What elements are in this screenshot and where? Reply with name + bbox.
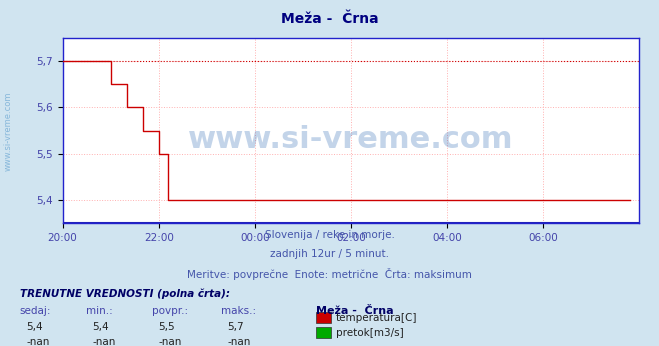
Text: pretok[m3/s]: pretok[m3/s] xyxy=(336,328,404,338)
Text: Meža -  Črna: Meža - Črna xyxy=(316,306,394,316)
Text: -nan: -nan xyxy=(158,337,181,346)
Text: 5,4: 5,4 xyxy=(26,322,43,333)
Text: zadnjih 12ur / 5 minut.: zadnjih 12ur / 5 minut. xyxy=(270,249,389,259)
Text: temperatura[C]: temperatura[C] xyxy=(336,313,418,323)
Text: -nan: -nan xyxy=(227,337,250,346)
Text: sedaj:: sedaj: xyxy=(20,306,51,316)
Text: 5,4: 5,4 xyxy=(92,322,109,333)
Text: maks.:: maks.: xyxy=(221,306,256,316)
Text: Slovenija / reke in morje.: Slovenija / reke in morje. xyxy=(264,230,395,240)
Text: Meža -  Črna: Meža - Črna xyxy=(281,12,378,26)
Text: min.:: min.: xyxy=(86,306,113,316)
Text: TRENUTNE VREDNOSTI (polna črta):: TRENUTNE VREDNOSTI (polna črta): xyxy=(20,289,230,299)
Text: -nan: -nan xyxy=(26,337,49,346)
Text: 5,7: 5,7 xyxy=(227,322,244,333)
Text: -nan: -nan xyxy=(92,337,115,346)
Text: 5,5: 5,5 xyxy=(158,322,175,333)
Text: povpr.:: povpr.: xyxy=(152,306,188,316)
Text: Meritve: povprečne  Enote: metrične  Črta: maksimum: Meritve: povprečne Enote: metrične Črta:… xyxy=(187,268,472,280)
Text: www.si-vreme.com: www.si-vreme.com xyxy=(3,92,13,171)
Text: www.si-vreme.com: www.si-vreme.com xyxy=(188,125,513,154)
